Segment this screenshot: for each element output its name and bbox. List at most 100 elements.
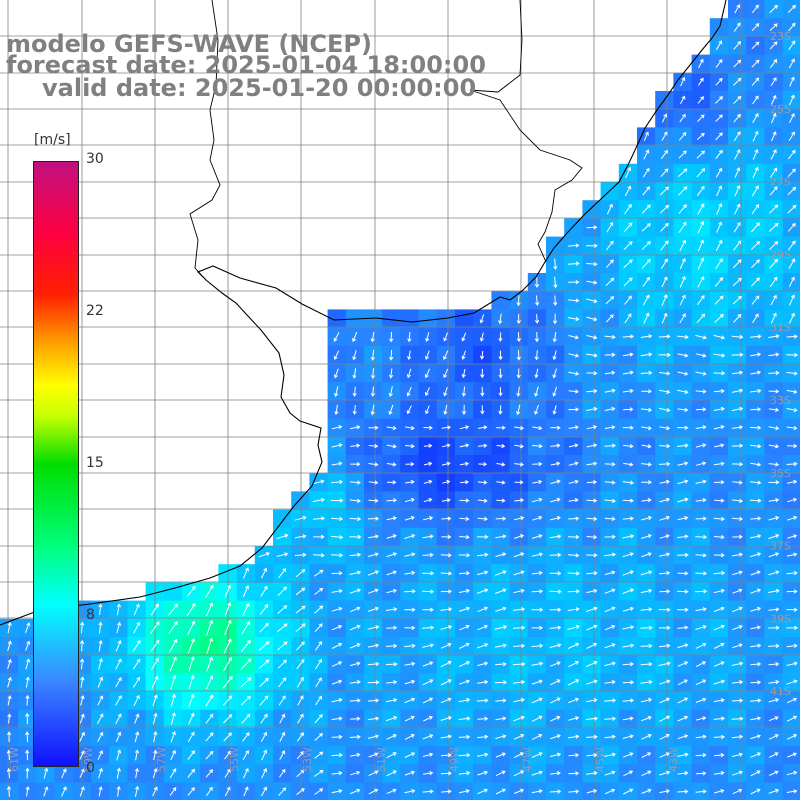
wind-arrow bbox=[750, 788, 761, 795]
wind-arrow bbox=[695, 371, 707, 376]
wind-arrow bbox=[115, 731, 122, 742]
wind-arrow bbox=[496, 498, 506, 503]
wind-arrow bbox=[258, 552, 270, 558]
wind-arrow bbox=[768, 407, 780, 412]
wind-arrow bbox=[552, 350, 557, 361]
wind-arrow bbox=[752, 313, 759, 324]
wind-arrow bbox=[498, 405, 503, 415]
wind-arrow bbox=[713, 698, 725, 703]
wind-arrow bbox=[642, 276, 650, 287]
wind-arrow bbox=[331, 752, 343, 758]
wind-arrow bbox=[350, 770, 361, 776]
wind-arrow bbox=[586, 425, 598, 430]
wind-arrow bbox=[331, 516, 344, 522]
wind-arrow bbox=[531, 697, 543, 704]
wind-arrow bbox=[478, 443, 488, 448]
wind-arrow bbox=[769, 276, 778, 288]
colorbar bbox=[33, 161, 79, 767]
wind-arrow bbox=[604, 462, 616, 467]
wind-arrow bbox=[514, 534, 525, 539]
wind-arrow bbox=[716, 221, 723, 233]
wind-arrow bbox=[296, 676, 304, 688]
wind-arrow bbox=[750, 425, 762, 430]
wind-arrow bbox=[788, 258, 796, 269]
wind-arrow bbox=[352, 350, 357, 361]
wind-arrow bbox=[786, 679, 798, 685]
wind-arrow bbox=[368, 752, 379, 758]
wind-arrow bbox=[532, 479, 543, 485]
wind-arrow bbox=[731, 661, 744, 666]
wind-arrow bbox=[661, 294, 668, 306]
wind-arrow bbox=[659, 371, 671, 376]
wind-arrow bbox=[677, 571, 689, 576]
wind-arrow bbox=[768, 444, 780, 449]
wind-arrow bbox=[586, 371, 598, 376]
wind-arrow bbox=[788, 149, 796, 160]
wind-arrow bbox=[698, 58, 704, 69]
wind-arrow bbox=[534, 404, 539, 415]
wind-arrow bbox=[206, 656, 213, 672]
wind-arrow bbox=[622, 588, 635, 594]
wind-arrow bbox=[549, 534, 562, 539]
wind-arrow bbox=[586, 334, 598, 340]
wind-arrow bbox=[680, 76, 686, 87]
wind-arrow bbox=[604, 606, 616, 613]
latitude-label: 23S bbox=[770, 30, 791, 43]
wind-arrow bbox=[495, 770, 506, 777]
wind-arrow bbox=[80, 694, 85, 706]
wind-arrow bbox=[679, 313, 686, 324]
wind-arrow bbox=[440, 607, 453, 612]
wind-arrow bbox=[695, 479, 707, 484]
wind-arrow bbox=[659, 204, 670, 214]
wind-arrow bbox=[386, 734, 397, 740]
wind-arrow bbox=[224, 584, 232, 598]
wind-arrow bbox=[422, 661, 434, 667]
wind-arrow bbox=[786, 570, 798, 576]
wind-arrow bbox=[768, 734, 779, 740]
wind-arrow bbox=[768, 462, 780, 467]
wind-arrow bbox=[25, 622, 31, 633]
wind-arrow bbox=[731, 334, 744, 340]
wind-arrow bbox=[242, 567, 249, 579]
wind-arrow bbox=[788, 276, 795, 288]
wind-arrow bbox=[425, 332, 430, 343]
wind-arrow bbox=[314, 641, 323, 651]
wind-arrow bbox=[623, 277, 633, 287]
wind-arrow bbox=[768, 389, 780, 394]
wind-arrow bbox=[750, 570, 761, 576]
wind-arrow bbox=[349, 498, 361, 503]
wind-arrow bbox=[534, 331, 540, 343]
wind-arrow bbox=[679, 95, 686, 105]
wind-arrow bbox=[770, 312, 777, 324]
wind-arrow bbox=[768, 588, 780, 594]
wind-arrow bbox=[531, 552, 543, 557]
wind-arrow bbox=[349, 643, 361, 649]
wind-arrow bbox=[678, 204, 687, 215]
wind-arrow bbox=[514, 498, 525, 503]
wind-arrow bbox=[458, 716, 471, 721]
wind-arrow bbox=[771, 131, 777, 142]
wind-arrow bbox=[641, 258, 651, 269]
wind-arrow bbox=[550, 497, 561, 503]
wind-arrow bbox=[732, 295, 742, 305]
wind-arrow bbox=[368, 788, 379, 795]
wind-arrow bbox=[641, 534, 652, 539]
wind-arrow bbox=[768, 570, 780, 576]
wind-arrow bbox=[549, 752, 562, 757]
wind-arrow bbox=[386, 516, 397, 521]
longitude-label: 49W bbox=[448, 747, 461, 772]
wind-arrow bbox=[661, 113, 668, 123]
wind-arrow bbox=[788, 240, 796, 251]
wind-arrow bbox=[641, 734, 652, 740]
wind-arrow bbox=[496, 425, 506, 430]
wind-arrow bbox=[751, 59, 760, 68]
wind-arrow bbox=[750, 625, 762, 630]
wind-arrow bbox=[367, 680, 380, 685]
wind-arrow bbox=[532, 461, 543, 467]
wind-arrow bbox=[641, 770, 652, 777]
wind-arrow bbox=[604, 388, 616, 393]
wind-arrow bbox=[568, 697, 580, 704]
wind-arrow bbox=[423, 461, 433, 466]
wind-arrow bbox=[477, 425, 488, 430]
